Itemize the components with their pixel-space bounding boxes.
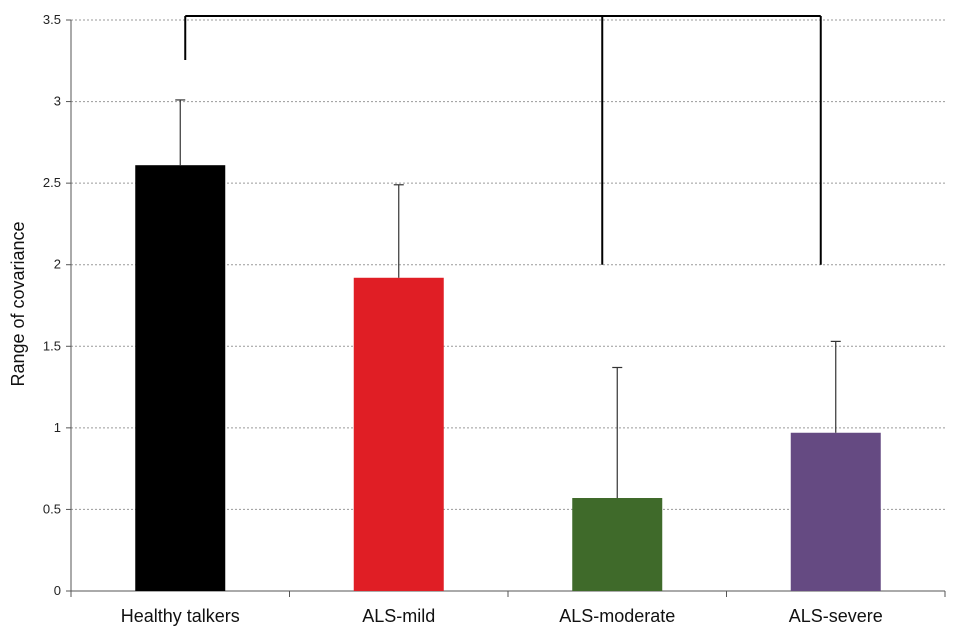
error-bars [175,99,841,499]
bar [353,277,444,591]
y-tick-label: 1 [54,420,61,435]
bar [135,165,226,591]
bars [135,165,881,591]
y-tick-label: 0.5 [43,501,61,516]
bar [790,432,881,591]
y-axis-title: Range of covariance [8,221,28,386]
x-tick-label: Healthy talkers [121,606,240,626]
bar [572,498,663,591]
y-tick-label: 2 [54,257,61,272]
y-tick-label: 1.5 [43,338,61,353]
x-axis-labels: Healthy talkers ALS-mild ALS-moderate ALS-s… [121,606,883,626]
y-tick-label: 0 [54,583,61,598]
x-tick-label: ALS-moderate [559,606,675,626]
y-tick-label: 3.5 [43,12,61,27]
y-tick-label: 2.5 [43,175,61,190]
significance-bracket [184,15,822,265]
x-tick-label: ALS-severe [789,606,883,626]
y-tick-label: 3 [54,94,61,109]
x-tick-label: ALS-mild [362,606,435,626]
y-axis-ticks: 0 0.5 1 1.5 2 2.5 3 3.5 [43,12,71,598]
